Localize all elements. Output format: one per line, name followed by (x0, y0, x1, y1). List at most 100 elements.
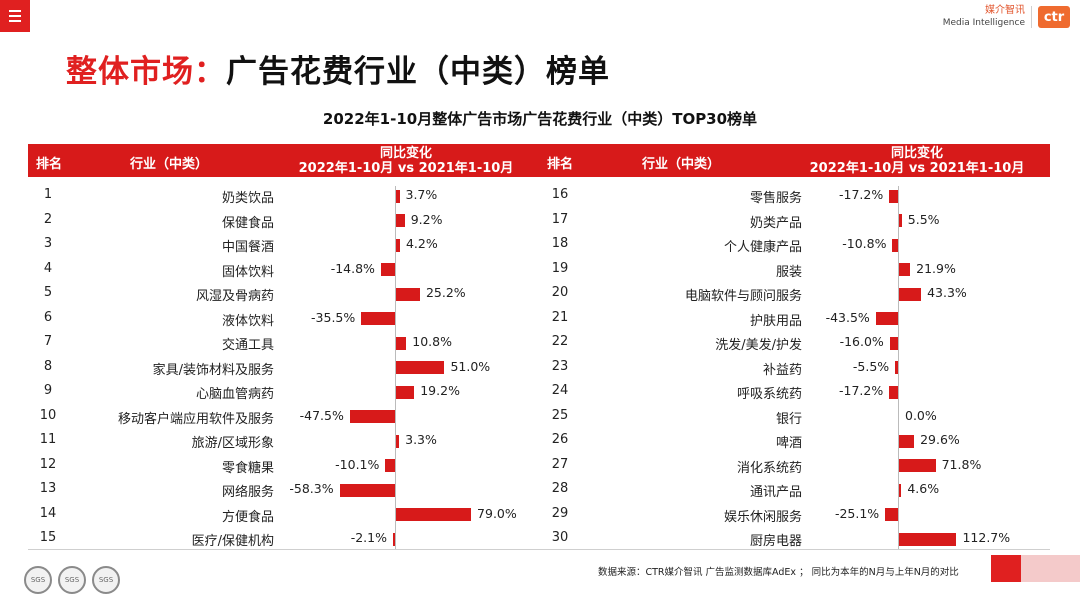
page-title: 整体市场：广告花费行业（中类）榜单 (66, 46, 610, 91)
industry-label: 旅游/区域形象 (191, 436, 274, 452)
ctr-logo-icon: ctr (1038, 6, 1070, 28)
header-rank-right: 排名 (547, 157, 574, 172)
rank-label: 30 (551, 530, 569, 546)
change-value-label: 5.5% (907, 211, 940, 227)
page-title-main: 广告花费行业（中类）榜单 (226, 54, 610, 90)
industry-label: 电脑软件与顾问服务 (684, 289, 802, 305)
rank-label: 8 (43, 358, 53, 374)
brand-name-cn: 媒介智讯 (985, 5, 1025, 16)
change-bar (396, 189, 400, 203)
industry-label: 娱乐休闲服务 (723, 509, 802, 525)
change-bar (889, 189, 898, 203)
certification-badges: SGS SGS SGS (24, 562, 124, 598)
change-value-label: 4.2% (405, 236, 438, 252)
change-bar (889, 336, 898, 350)
change-value-label: -2.1% (350, 530, 387, 546)
change-value-label: 3.7% (405, 187, 438, 203)
change-value-label: 51.0% (450, 358, 491, 374)
industry-label: 护肤用品 (749, 313, 802, 329)
change-value-label: -25.1% (834, 505, 880, 521)
hamburger-menu-icon (9, 10, 21, 12)
industry-label: 心脑血管病药 (195, 387, 274, 403)
table-header-bar (28, 144, 1050, 177)
rank-label: 24 (551, 383, 569, 399)
industry-label: 固体饮料 (221, 264, 274, 280)
change-bar (349, 410, 395, 424)
change-value-label: 21.9% (916, 260, 956, 276)
industry-label: 网络服务 (221, 485, 274, 501)
industry-label: 移动客户端应用软件及服务 (117, 411, 274, 427)
footer-pink-block (1021, 555, 1080, 582)
change-value-label: 25.2% (425, 285, 466, 301)
header-change-left: 同比变化 2022年1-10月 vs 2021年1-10月 (298, 146, 514, 176)
top-strip (0, 0, 1080, 32)
industry-label: 银行 (775, 411, 802, 427)
rank-label: 13 (39, 481, 57, 497)
change-bar (361, 312, 395, 326)
change-value-label: 29.6% (920, 432, 960, 448)
change-bar (899, 214, 902, 228)
header-industry-right: 行业（中类） (642, 157, 721, 172)
industry-label: 厨房电器 (749, 534, 802, 550)
rank-label: 20 (551, 285, 569, 301)
brand-divider (1031, 6, 1032, 28)
change-bar (899, 532, 957, 546)
industry-label: 保健食品 (221, 215, 274, 231)
header-change-right: 同比变化 2022年1-10月 vs 2021年1-10月 (809, 146, 1025, 176)
rank-label: 3 (43, 236, 53, 252)
change-bar (393, 532, 395, 546)
rank-label: 12 (39, 456, 57, 472)
rank-label: 2 (43, 211, 53, 227)
menu-button[interactable] (0, 0, 30, 32)
change-bar (396, 361, 445, 375)
industry-label: 洗发/美发/护发 (715, 338, 802, 354)
rank-label: 18 (551, 236, 569, 252)
change-value-label: 43.3% (927, 285, 967, 301)
change-value-label: 71.8% (941, 456, 982, 472)
rank-label: 11 (39, 432, 57, 448)
change-value-label: 10.8% (412, 334, 452, 350)
change-value-label: -10.8% (842, 236, 887, 252)
brand-name-en: Media Intelligence (942, 18, 1025, 28)
rank-label: 9 (43, 383, 53, 399)
change-bar (899, 434, 915, 448)
change-bar (899, 287, 922, 301)
industry-label: 家具/装饰材料及服务 (152, 362, 274, 378)
page-title-prefix: 整体市场： (66, 54, 226, 90)
change-value-label: -47.5% (299, 407, 344, 423)
rank-label: 10 (39, 407, 57, 423)
change-value-label: -5.5% (852, 358, 890, 374)
rank-label: 16 (551, 187, 569, 203)
industry-label: 消化系统药 (736, 460, 802, 476)
change-bar (899, 263, 911, 277)
rank-label: 15 (39, 530, 57, 546)
rank-label: 19 (551, 260, 569, 276)
change-value-label: 79.0% (477, 505, 517, 521)
change-value-label: -16.0% (839, 334, 884, 350)
industry-label: 补益药 (762, 362, 802, 378)
rank-label: 4 (43, 260, 53, 276)
sgs-badge-icon: SGS (24, 566, 52, 594)
change-bar (895, 361, 898, 375)
change-value-label: -14.8% (330, 260, 375, 276)
change-bar (885, 508, 898, 522)
brand-logo-group: 媒介智讯 Media Intelligence ctr (943, 4, 1070, 30)
change-bar (889, 385, 898, 399)
industry-label: 中国餐酒 (221, 240, 274, 256)
industry-label: 风湿及骨病药 (195, 289, 274, 305)
industry-label: 呼吸系统药 (736, 387, 802, 403)
change-value-label: -58.3% (289, 481, 334, 497)
change-value-label: -10.1% (335, 456, 380, 472)
change-bar (385, 459, 395, 473)
data-source-footnote: 数据来源：CTR媒介智讯 广告监测数据库AdEx ； 同比为本年的N月与上年N月… (598, 567, 959, 578)
change-bar (339, 483, 395, 497)
zero-axis-right (898, 186, 899, 550)
industry-label: 零售服务 (749, 191, 802, 207)
rank-label: 23 (551, 358, 569, 374)
zero-axis-left (395, 186, 396, 550)
industry-label: 服装 (775, 264, 802, 280)
sgs-badge-icon: SGS (58, 566, 86, 594)
change-bar (396, 508, 472, 522)
rank-label: 17 (551, 211, 569, 227)
industry-label: 啤酒 (775, 436, 802, 452)
